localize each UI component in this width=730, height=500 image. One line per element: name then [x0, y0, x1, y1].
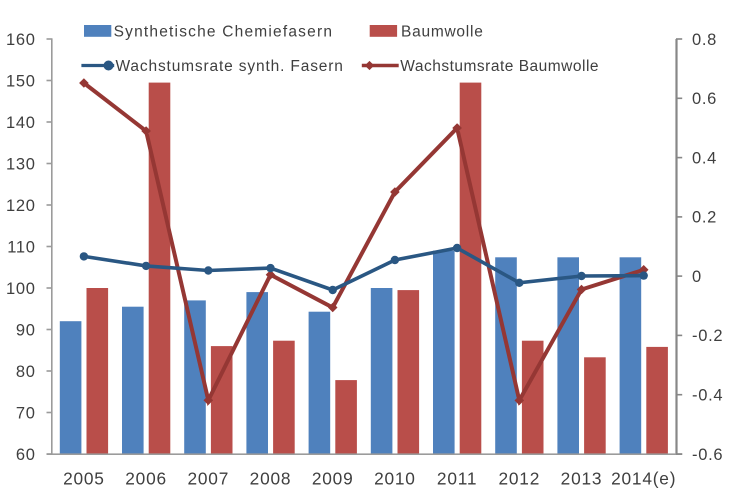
svg-text:2014(e): 2014(e)	[611, 469, 676, 489]
svg-text:Synthetische Chemiefasern: Synthetische Chemiefasern	[114, 24, 334, 41]
svg-text:2013: 2013	[561, 469, 603, 489]
svg-text:80: 80	[16, 363, 36, 381]
svg-text:2005: 2005	[63, 469, 105, 489]
svg-text:2009: 2009	[312, 469, 354, 489]
svg-text:-0.2: -0.2	[692, 327, 723, 345]
svg-text:160: 160	[6, 31, 36, 49]
svg-text:Wachstumsrate synth. Fasern: Wachstumsrate synth. Fasern	[116, 58, 344, 75]
svg-text:2006: 2006	[125, 469, 167, 489]
svg-text:0.2: 0.2	[692, 209, 717, 227]
svg-text:-0.6: -0.6	[692, 446, 723, 464]
svg-text:130: 130	[6, 155, 36, 173]
svg-text:2010: 2010	[374, 469, 416, 489]
svg-text:Baumwolle: Baumwolle	[401, 24, 484, 41]
svg-text:0.4: 0.4	[692, 149, 717, 167]
svg-text:Wachstumsrate Baumwolle: Wachstumsrate Baumwolle	[400, 58, 599, 75]
svg-text:90: 90	[16, 321, 36, 339]
svg-text:60: 60	[16, 446, 36, 464]
svg-text:-0.4: -0.4	[692, 387, 723, 405]
svg-text:2011: 2011	[437, 469, 477, 489]
svg-text:2012: 2012	[498, 469, 540, 489]
svg-text:0.8: 0.8	[692, 31, 717, 49]
svg-text:120: 120	[6, 197, 36, 215]
svg-text:2008: 2008	[250, 469, 292, 489]
svg-text:70: 70	[16, 404, 36, 422]
svg-text:2007: 2007	[187, 469, 229, 489]
svg-text:150: 150	[6, 72, 36, 90]
svg-text:110: 110	[7, 238, 35, 256]
svg-text:100: 100	[6, 280, 36, 298]
svg-text:0: 0	[692, 268, 702, 286]
svg-text:0.6: 0.6	[692, 90, 717, 108]
svg-text:140: 140	[6, 114, 36, 132]
